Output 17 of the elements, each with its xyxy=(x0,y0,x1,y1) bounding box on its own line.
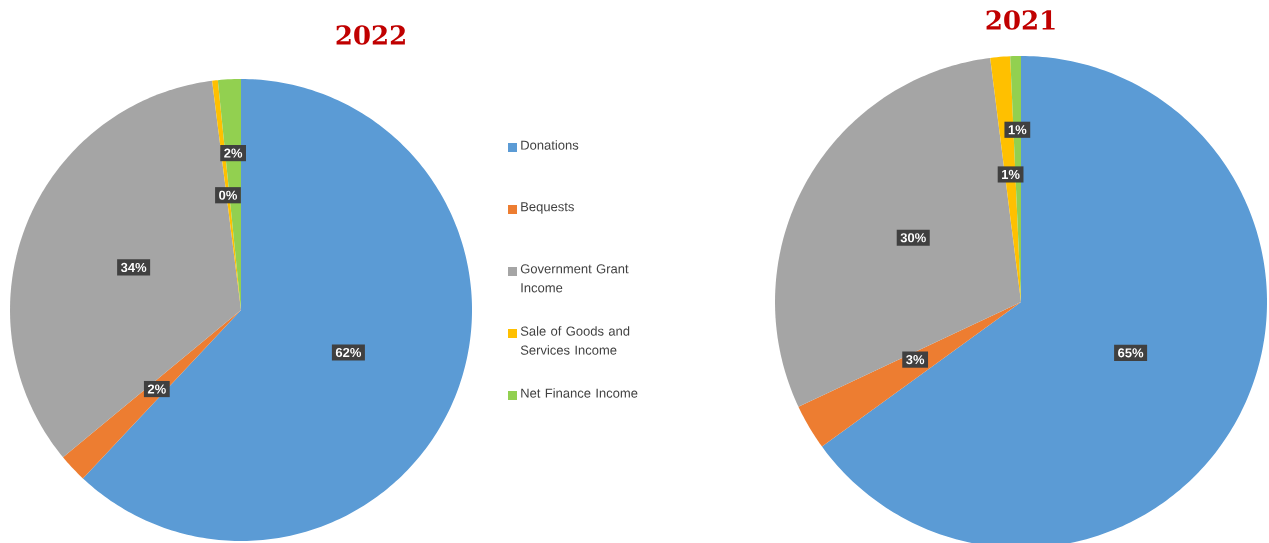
legend-label: Sale of Goods and Services Income xyxy=(520,326,630,355)
data-label: 62% xyxy=(335,347,362,358)
data-label: 3% xyxy=(906,354,925,365)
legend-label: Donations xyxy=(521,140,579,150)
data-label: 34% xyxy=(120,262,147,273)
data-label: 30% xyxy=(900,233,926,243)
legend-label: Bequests xyxy=(521,202,574,214)
legend-label: Net Finance Income xyxy=(521,388,638,398)
data-label: 65% xyxy=(1118,348,1144,358)
data-label: 2% xyxy=(224,148,243,158)
chart-title: 2021 xyxy=(986,10,1055,30)
data-label: 2% xyxy=(147,384,166,394)
chart-title: 2022 xyxy=(336,25,405,45)
data-label: 1% xyxy=(1002,169,1020,180)
data-label: 1% xyxy=(1008,125,1027,135)
legend-label: Government Grant Income xyxy=(520,264,629,293)
data-label: 0% xyxy=(219,190,238,200)
